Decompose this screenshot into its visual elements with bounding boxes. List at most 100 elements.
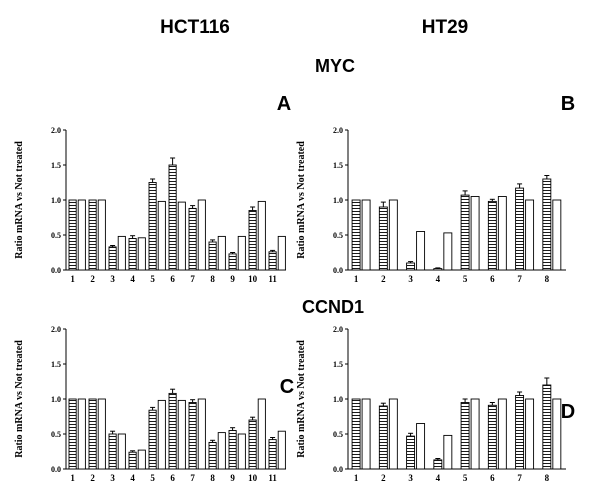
bar-treated-2 [378,206,388,271]
bar-open-5 [470,398,480,470]
y-tick-label: 0.5 [51,430,61,439]
chart-panel-a: A Ratio mRNA vs Not treated 0.0 0.5 1.0 1.5 2.… [14,93,291,284]
x-tick-label: 4 [436,473,441,483]
bar-treated-5 [148,182,157,271]
y-tick-label: 1.5 [333,161,343,170]
y-tick-label: 0.0 [51,266,61,275]
y-tick-label: 0.0 [333,266,343,275]
bar-treated-5 [460,402,470,470]
x-tick-label: 8 [210,473,215,483]
bar-open-3 [117,235,126,271]
bar-treated-6 [487,404,497,470]
bar-open-9 [237,235,246,271]
bar-treated-10 [248,419,257,470]
bar-treated-1 [351,398,361,470]
bar-open-7 [525,199,535,271]
x-tick-label: 9 [230,274,235,284]
x-tick-label: 3 [110,274,115,284]
y-tick-label: 2.0 [333,325,343,334]
bar-treated-3 [108,433,117,470]
x-tick-label: 5 [463,473,468,483]
y-tick-label: 0.0 [333,465,343,474]
y-tick-label: 1.0 [51,395,61,404]
x-tick-label: 2 [90,473,95,483]
bar-treated-6 [168,164,177,271]
x-tick-label: 3 [110,473,115,483]
column-title-right: HT29 [422,17,468,38]
gene-title-bottom: CCND1 [302,297,364,317]
bar-open-1 [361,199,371,271]
panel-letter: C [280,376,294,398]
bar-treated-8 [208,441,217,470]
bar-treated-7 [515,395,525,470]
bar-treated-11 [268,251,277,271]
x-tick-label: 7 [190,274,195,284]
bar-treated-7 [515,187,525,271]
bar-open-6 [177,399,186,470]
x-tick-label: 2 [381,473,386,483]
bar-treated-1 [68,398,77,470]
bar-open-3 [117,433,126,470]
gene-title-top: MYC [315,56,355,76]
x-tick-label: 9 [230,473,235,483]
y-axis-label: Ratio mRNA vs Not treated [14,340,25,458]
bar-open-6 [177,201,186,271]
x-tick-label: 3 [408,274,413,284]
bar-open-2 [388,199,398,271]
bar-open-7 [525,398,535,470]
x-tick-label: 5 [463,274,468,284]
y-tick-label: 1.5 [51,360,61,369]
x-tick-label: 1 [70,274,75,284]
x-tick-label: 7 [190,473,195,483]
x-tick-label: 8 [210,274,215,284]
bar-open-8 [552,199,562,271]
x-tick-label: 1 [354,473,359,483]
bar-treated-3 [406,262,416,271]
bar-treated-2 [88,398,97,470]
y-tick-label: 0.5 [51,231,61,240]
y-tick-label: 1.5 [51,161,61,170]
y-axis-label: Ratio mRNA vs Not treated [296,141,307,259]
panel-letter: D [561,401,575,423]
x-tick-label: 5 [150,274,155,284]
bar-open-1 [361,398,371,470]
bar-treated-5 [148,409,157,470]
y-tick-label: 2.0 [333,126,343,135]
bar-open-1 [77,199,86,271]
bar-treated-9 [228,253,237,271]
bar-open-2 [97,398,106,470]
x-tick-label: 5 [150,473,155,483]
bar-treated-8 [542,178,552,271]
bar-treated-1 [351,199,361,271]
bar-open-8 [217,432,226,470]
bar-open-11 [277,235,286,271]
x-tick-label: 3 [408,473,413,483]
y-tick-label: 1.0 [333,395,343,404]
x-tick-label: 2 [381,274,386,284]
bar-treated-4 [128,238,137,271]
y-tick-label: 1.0 [51,196,61,205]
x-tick-label: 11 [268,473,277,483]
bar-open-8 [552,398,562,470]
x-tick-label: 10 [248,473,258,483]
bar-open-5 [157,200,166,271]
bar-treated-9 [228,430,237,470]
chart-panel-c: C Ratio mRNA vs Not treated 0.0 0.5 1.0 1.5 2.… [14,325,294,483]
bar-treated-4 [128,451,137,470]
x-tick-label: 10 [248,274,258,284]
x-tick-label: 8 [545,274,550,284]
bar-open-7 [197,199,206,271]
x-tick-label: 7 [517,274,522,284]
bar-open-10 [257,200,266,271]
bar-open-4 [443,232,453,271]
bar-open-5 [470,196,480,271]
bar-open-5 [157,399,166,470]
panels: A Ratio mRNA vs Not treated 0.0 0.5 1.0 1.5 2.… [14,93,575,483]
bar-treated-4 [433,459,443,470]
bar-open-3 [416,423,426,470]
bar-treated-2 [88,199,97,271]
bar-treated-1 [68,199,77,271]
chart-panel-b: B Ratio mRNA vs Not treated 0.0 0.5 1.0 1.5 2.… [296,93,575,284]
column-title-left: HCT116 [160,17,230,38]
